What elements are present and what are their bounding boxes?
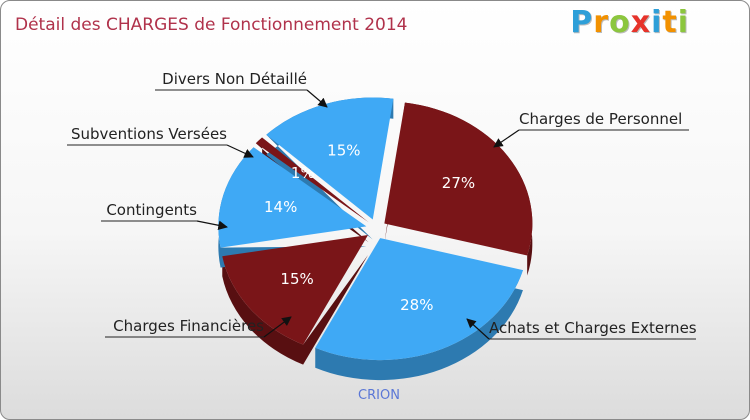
pie-top-layer: 27% 28% 15% 14% 1% 15% (218, 97, 533, 361)
label-leader-arrow (493, 129, 520, 148)
pie-slice-percent-label: 15% (327, 141, 360, 159)
pie-slice-category-label: Subventions Versées (71, 125, 227, 143)
pie-slice (384, 102, 533, 256)
pie-slice-category-label: Achats et Charges Externes (489, 319, 697, 337)
pie-slice-category-label: Contingents (106, 201, 197, 219)
pie-slice-category-label: Divers Non Détaillé (162, 70, 307, 88)
proxiti-logo: Proxiti (570, 5, 689, 40)
pie-slice (218, 147, 367, 248)
pie-slice-percent-label: 14% (264, 198, 297, 216)
logo-letter: i (677, 5, 689, 40)
pie-slice-percent-label: 1% (291, 164, 315, 182)
logo-letter: t (662, 5, 678, 40)
pie-slice (315, 238, 523, 361)
label-leader-arrow (263, 316, 292, 338)
pie-slice (222, 235, 369, 345)
pie-slice-category-label: Charges Financières (113, 317, 264, 335)
logo-letter: r (593, 5, 610, 40)
label-leader-arrow (226, 144, 254, 158)
pie-slice-category-label: Charges de Personnel (519, 110, 682, 128)
logo-letter: x (630, 5, 652, 40)
pie-label-layer: Charges de Personnel Achats et Charges Ex… (67, 70, 697, 340)
pie-slice-percent-label: 27% (442, 174, 475, 192)
pie-slice-depth (315, 258, 523, 381)
logo-letter: P (570, 5, 594, 40)
pie-slice-percent-label: 15% (280, 270, 313, 288)
commune-label: CRION (358, 388, 400, 403)
label-leader-arrow (306, 89, 328, 108)
logo-letter: i (651, 5, 663, 40)
label-leader-arrow (466, 318, 490, 340)
pie-slice-percent-label: 28% (400, 296, 433, 314)
pie-slice (266, 97, 394, 220)
pie-slice (255, 137, 369, 223)
chart-title: Détail des CHARGES de Fonctionnement 201… (15, 15, 408, 35)
label-leader-arrow (196, 220, 228, 231)
logo-letter: o (609, 5, 631, 40)
